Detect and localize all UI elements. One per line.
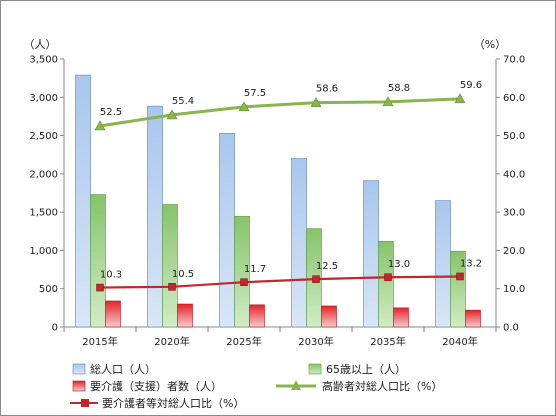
data-label-1-3: 12.5	[316, 261, 338, 272]
bar-2-5	[465, 309, 481, 328]
marker-square-1	[168, 282, 176, 291]
bar-0-4	[363, 180, 379, 328]
right-axis-unit: （%）	[474, 38, 506, 51]
bar-2-2	[249, 304, 265, 328]
legend-marker-square	[81, 399, 89, 407]
bar-0-2	[219, 132, 235, 328]
x-tick-label: 2035年	[370, 335, 405, 348]
data-label-0-3: 58.6	[316, 84, 338, 95]
data-label-1-2: 11.7	[244, 264, 266, 275]
right-tick-label: 0.0	[503, 323, 519, 334]
data-label-0-1: 55.4	[172, 96, 194, 107]
left-tick-label: 3,000	[29, 93, 58, 104]
left-tick-label: 2,500	[29, 131, 58, 142]
right-tick-label: 10.0	[503, 284, 525, 295]
x-tick-label: 2040年	[442, 335, 477, 348]
legend-marker-triangle	[291, 380, 301, 390]
legend-item-4: 要介護者等対総人口比（%）	[70, 396, 244, 410]
marker-square-2	[240, 278, 248, 287]
bar-2-0	[105, 300, 121, 328]
legend-label: 要介護者等対総人口比（%）	[102, 396, 244, 410]
right-tick-label: 60.0	[503, 93, 525, 104]
bar-0-0	[75, 74, 91, 328]
right-tick-label: 30.0	[503, 208, 525, 219]
left-axis-unit: （人）	[24, 38, 57, 51]
data-label-1-5: 13.2	[460, 258, 482, 269]
x-tick-label: 2025年	[226, 335, 261, 348]
marker-square-0	[96, 283, 104, 292]
legend-item-3: 高齢者対総人口比（%）	[276, 379, 442, 393]
line-series-0	[99, 97, 461, 128]
x-tick-label: 2020年	[154, 335, 189, 348]
legend-swatch	[308, 363, 322, 375]
data-label-0-5: 59.6	[460, 80, 482, 91]
bar-0-5	[435, 200, 451, 328]
bar-1-5	[450, 250, 466, 328]
right-tick-label: 40.0	[503, 169, 525, 180]
marker-triangle-1	[166, 109, 178, 120]
left-tick-label: 0	[52, 323, 58, 334]
legend-label: 65歳以上（人）	[326, 363, 406, 376]
legend-swatch	[72, 363, 86, 375]
right-tick-label: 50.0	[503, 131, 525, 142]
marker-square-4	[384, 273, 392, 282]
data-label-0-2: 57.5	[244, 88, 266, 99]
bar-2-3	[321, 305, 337, 328]
line-series-1	[99, 275, 461, 289]
right-tick-label: 20.0	[503, 246, 525, 257]
bar-1-2	[234, 216, 250, 328]
data-label-0-0: 52.5	[100, 107, 122, 118]
data-label-1-4: 13.0	[388, 259, 410, 270]
legend-label: 要介護（支援）者数（人）	[90, 379, 222, 393]
left-tick-label: 1,500	[29, 208, 58, 219]
marker-triangle-3	[310, 97, 322, 107]
bar-1-1	[162, 204, 178, 328]
marker-square-5	[456, 272, 464, 281]
left-tick-label: 2,000	[29, 169, 58, 180]
marker-triangle-5	[454, 93, 466, 104]
legend-label: 高齢者対総人口比（%）	[322, 379, 442, 393]
marker-triangle-4	[382, 96, 394, 107]
data-label-1-0: 10.3	[100, 270, 122, 281]
bar-0-3	[291, 158, 307, 328]
bar-1-0	[90, 194, 106, 328]
legend-item-1: 65歳以上（人）	[308, 363, 406, 376]
legend-label: 総人口（人）	[90, 362, 156, 376]
legend-item-0: 総人口（人）	[72, 362, 156, 376]
marker-triangle-2	[238, 101, 250, 112]
bar-1-4	[378, 240, 394, 328]
bar-0-1	[147, 105, 163, 328]
left-tick-label: 500	[39, 284, 58, 295]
bar-2-1	[177, 303, 193, 328]
marker-square-3	[312, 275, 320, 283]
right-tick-label: 70.0	[503, 55, 525, 66]
bar-2-4	[393, 307, 409, 328]
legend-item-2: 要介護（支援）者数（人）	[72, 379, 222, 393]
left-tick-label: 3,500	[29, 55, 58, 66]
legend-swatch	[72, 380, 86, 392]
data-label-1-1: 10.5	[172, 269, 194, 280]
left-tick-label: 1,000	[29, 246, 58, 257]
x-tick-label: 2015年	[82, 335, 117, 348]
x-tick-label: 2030年	[298, 335, 333, 348]
marker-triangle-0	[94, 120, 106, 131]
data-label-0-4: 58.8	[388, 83, 410, 94]
